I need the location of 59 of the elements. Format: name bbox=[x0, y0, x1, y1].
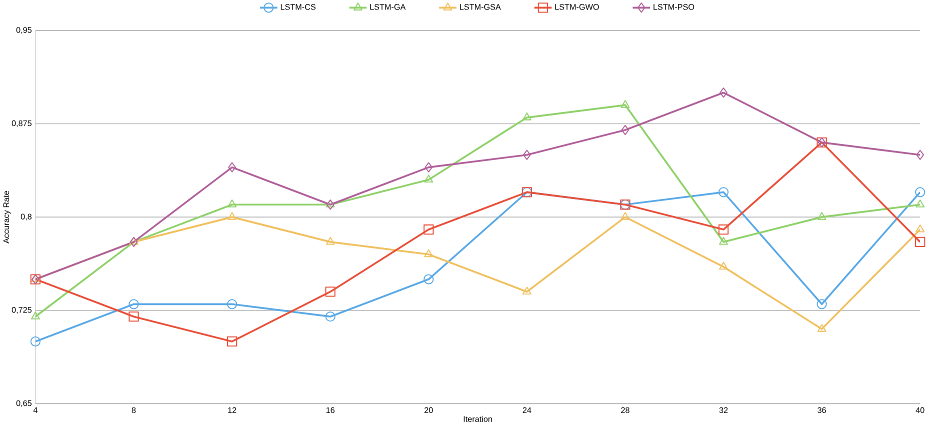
point bbox=[228, 162, 236, 172]
x-tick-label: 20 bbox=[424, 407, 433, 413]
point bbox=[128, 298, 139, 310]
point bbox=[30, 311, 40, 320]
point bbox=[620, 100, 630, 108]
legend-label: LSTM-PSO bbox=[654, 4, 694, 10]
point bbox=[718, 186, 729, 198]
x-tick-label: 8 bbox=[132, 407, 136, 413]
point bbox=[915, 236, 926, 247]
y-axis-title: Accuracy Rate bbox=[3, 190, 11, 244]
point bbox=[916, 199, 925, 208]
x-tick-label: 24 bbox=[522, 407, 532, 413]
y-tick-label: 0,8 bbox=[20, 214, 32, 220]
point bbox=[325, 286, 336, 297]
point bbox=[226, 298, 238, 310]
point bbox=[424, 249, 434, 258]
y-tick-label: 0,95 bbox=[16, 26, 32, 34]
point bbox=[522, 286, 532, 294]
legend-label: LSTM-GA bbox=[370, 4, 406, 10]
point bbox=[915, 186, 926, 198]
point bbox=[817, 212, 826, 220]
point bbox=[326, 199, 334, 210]
point bbox=[128, 311, 139, 322]
point bbox=[424, 224, 434, 234]
x-tick-label: 4 bbox=[33, 407, 38, 413]
point bbox=[424, 174, 434, 182]
point bbox=[424, 274, 434, 284]
legend-label: LSTM-CS bbox=[280, 4, 316, 10]
point bbox=[621, 124, 630, 135]
x-tick-label: 40 bbox=[916, 407, 924, 413]
point bbox=[916, 224, 925, 232]
point bbox=[228, 199, 237, 208]
point bbox=[30, 336, 41, 346]
point bbox=[816, 298, 827, 310]
x-axis-title: Iteration bbox=[464, 416, 492, 422]
y-tick-label: 0,725 bbox=[12, 306, 32, 314]
y-tick-label: 0,65 bbox=[16, 400, 32, 407]
point bbox=[226, 336, 238, 346]
legend-label: LSTM-GWO bbox=[555, 4, 599, 10]
point bbox=[719, 236, 728, 245]
point bbox=[228, 212, 237, 220]
point bbox=[817, 324, 826, 332]
point bbox=[719, 262, 728, 270]
x-tick-label: 28 bbox=[621, 407, 630, 413]
point bbox=[325, 311, 336, 322]
legend-label: LSTM-GSA bbox=[460, 4, 501, 10]
point bbox=[326, 236, 335, 245]
point bbox=[522, 150, 531, 160]
point bbox=[620, 212, 630, 220]
x-tick-label: 36 bbox=[818, 407, 826, 413]
x-tick-label: 12 bbox=[228, 407, 236, 413]
point bbox=[720, 87, 728, 98]
point bbox=[916, 150, 924, 160]
x-tick-label: 32 bbox=[719, 407, 728, 413]
point bbox=[424, 162, 433, 172]
point bbox=[718, 224, 729, 234]
point bbox=[522, 112, 532, 120]
y-tick-label: 0,875 bbox=[12, 120, 32, 127]
x-tick-label: 16 bbox=[326, 407, 334, 413]
